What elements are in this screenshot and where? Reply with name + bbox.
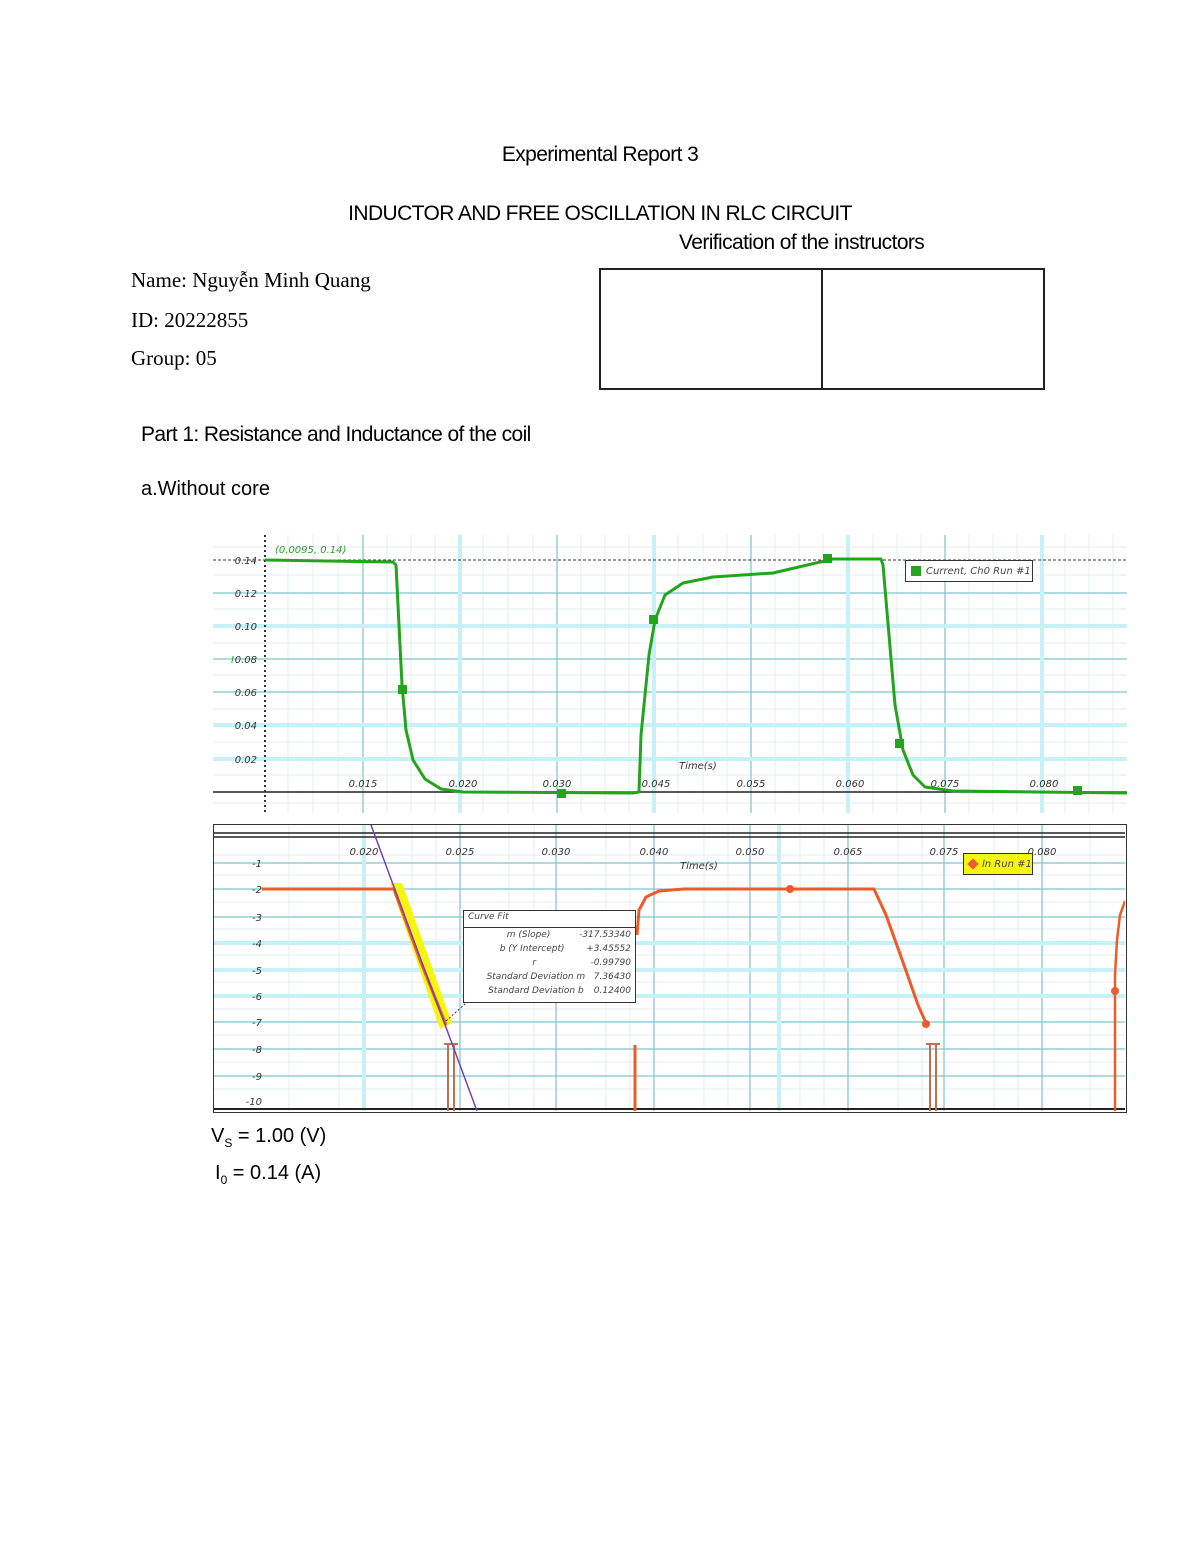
svg-text:0.020: 0.020 [449,779,478,790]
svg-text:0.080: 0.080 [1030,779,1059,790]
current-legend: Current, Ch0 Run #1 [905,560,1033,582]
ln-chart-plot: -1 -2 -3 -4 -5 -6 -7 -8 -9 -10 0.020 0.0… [214,825,1125,1111]
verification-cell-1[interactable] [601,270,821,388]
max-current: I0 = 0.14 (A) [215,1162,322,1187]
svg-text:Time(s): Time(s) [680,861,718,872]
ln-current-time-chart: -1 -2 -3 -4 -5 -6 -7 -8 -9 -10 0.020 0.0… [213,824,1127,1113]
report-heading: Experimental Report 3 [501,143,699,166]
student-id: ID: 20222855 [131,308,249,332]
x-axis-label: Time(s) [679,761,717,772]
svg-text:-7: -7 [252,1018,263,1029]
svg-text:-2: -2 [252,885,262,896]
fit-row-slope: m (Slope) -317.53340 [506,930,631,940]
svg-text:0.030: 0.030 [543,779,572,790]
svg-text:-9: -9 [252,1072,262,1083]
legend-diamond-icon [967,858,979,870]
svg-text:0.060: 0.060 [836,779,865,790]
ln-series-segment-2 [633,887,928,1111]
svg-text:0.10: 0.10 [235,622,257,633]
ln-series-segment-3 [1113,900,1125,1111]
svg-text:-4: -4 [252,939,262,950]
instructor-verification-table [599,268,1045,390]
svg-text:0.050: 0.050 [736,847,765,858]
svg-text:0.075: 0.075 [931,779,960,790]
verification-label: Verification of the instructors [679,231,925,254]
svg-text:0.08: 0.08 [235,655,257,666]
svg-text:0.04: 0.04 [235,721,257,732]
student-name: Name: Nguyễn Minh Quang [131,268,371,292]
svg-text:0.080: 0.080 [1028,847,1057,858]
svg-text:-1: -1 [252,859,262,870]
curve-fit-box: Curve Fit m (Slope) -317.53340 b (Y Inter… [463,910,636,1003]
svg-text:0.040: 0.040 [640,847,669,858]
svg-text:-5: -5 [252,966,262,977]
current-chart-plot: 0.14 0.12 0.10 0.08 0.06 0.04 0.02 I 0.0… [213,535,1127,813]
curve-fit-line [370,825,478,1111]
fit-row-intercept: b (Y Intercept) +3.45552 [499,944,631,954]
student-group: Group: 05 [131,346,217,370]
point-annotation: (0.0095, 0.14) [275,545,346,556]
fit-row-sd-b: Standard Deviation b 0.12400 [488,986,631,996]
svg-text:-6: -6 [252,992,262,1003]
verification-cell-2[interactable] [821,270,1043,388]
section-a-label: a.Without core [141,478,270,500]
svg-text:0.015: 0.015 [349,779,378,790]
current-time-chart: 0.14 0.12 0.10 0.08 0.06 0.04 0.02 I 0.0… [213,535,1127,813]
svg-text:-8: -8 [252,1045,262,1056]
fit-row-sd-m: Standard Deviation m 7.36430 [486,972,631,982]
legend-square-icon [911,566,921,576]
source-voltage: VS = 1.00 (V) [211,1125,327,1150]
part1-heading: Part 1: Resistance and Inductance of the… [141,423,531,446]
svg-text:0.045: 0.045 [642,779,671,790]
svg-text:0.075: 0.075 [930,847,959,858]
svg-text:0.020: 0.020 [350,847,379,858]
svg-text:0.055: 0.055 [737,779,766,790]
svg-text:0.06: 0.06 [235,688,257,699]
svg-text:I: I [231,655,234,666]
svg-text:0.030: 0.030 [542,847,571,858]
current-series-markers [398,554,1082,798]
svg-text:0.12: 0.12 [235,589,257,600]
svg-text:-3: -3 [252,913,262,924]
curve-fit-title: Curve Fit [464,911,635,928]
svg-text:0.02: 0.02 [235,755,257,766]
ln-series-segment-1 [262,887,448,1026]
y-tick: 0.14 [235,556,257,567]
svg-text:-10: -10 [246,1097,262,1108]
svg-text:0.065: 0.065 [834,847,863,858]
svg-text:0.025: 0.025 [446,847,475,858]
ln-legend: ln Run #1 [963,853,1033,875]
fit-row-r: r -0.99790 [532,958,631,968]
report-subtitle: INDUCTOR AND FREE OSCILLATION IN RLC CIR… [348,202,852,225]
